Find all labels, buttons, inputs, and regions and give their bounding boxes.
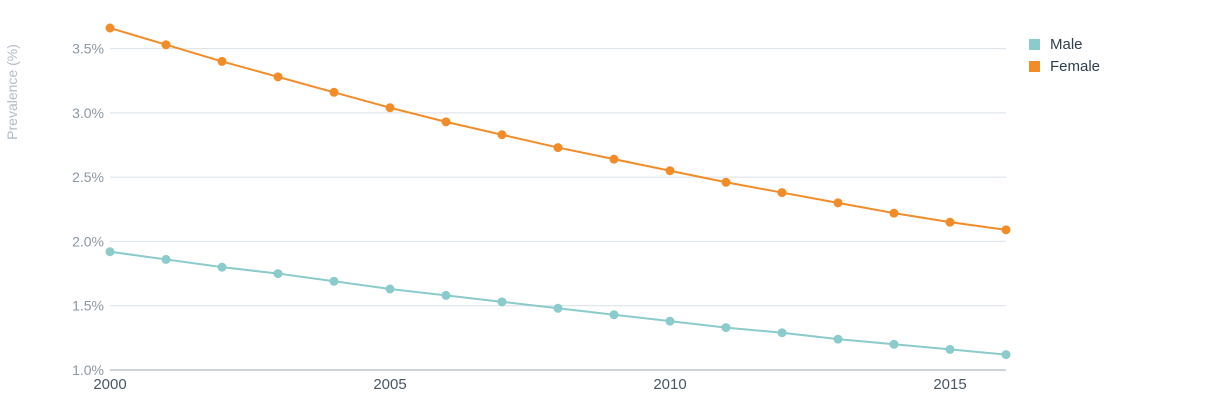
data-point-male[interactable] [385,284,395,294]
y-tick-label: 1.5% [72,298,104,314]
y-tick-label: 1.0% [72,362,104,378]
data-point-male[interactable] [945,344,955,354]
legend-label: Female [1050,57,1101,75]
legend-swatch [1029,38,1040,50]
data-point-male[interactable] [217,262,227,272]
data-point-female[interactable] [889,208,899,218]
data-point-female[interactable] [217,56,227,66]
y-tick-label: 2.5% [72,169,104,185]
x-tick-label: 2015 [933,376,966,393]
data-point-female[interactable] [777,188,787,198]
data-point-male[interactable] [777,328,787,338]
x-tick-label: 2005 [373,376,406,393]
legend-item-male[interactable]: Male [1029,33,1100,55]
data-point-male[interactable] [329,276,339,286]
y-axis-title: Prevalence (%) [4,44,20,140]
data-point-male[interactable] [273,269,283,279]
y-tick-label: 3.0% [72,105,104,121]
data-point-female[interactable] [273,72,283,82]
series-points [105,23,1011,360]
data-point-female[interactable] [161,40,171,50]
data-point-female[interactable] [385,103,395,113]
x-tick-label: 2010 [653,376,686,393]
x-tick-label: 2000 [93,376,126,393]
data-point-male[interactable] [441,290,451,300]
data-point-male[interactable] [721,323,731,333]
data-point-male[interactable] [889,339,899,349]
data-point-female[interactable] [665,166,675,176]
legend: Male Female [1029,33,1100,77]
data-point-male[interactable] [609,310,619,320]
data-point-male[interactable] [161,254,171,264]
data-point-female[interactable] [609,154,619,164]
data-point-female[interactable] [329,87,339,97]
series-line-male [109,250,1007,356]
data-point-female[interactable] [105,23,115,33]
series-line-female [109,27,1007,231]
data-point-female[interactable] [833,198,843,208]
legend-label: Male [1050,35,1083,53]
legend-item-female[interactable]: Female [1029,55,1100,77]
data-point-male[interactable] [665,316,675,326]
x-axis-ticks: 2000 2005 2010 2015 [93,376,966,393]
data-point-male[interactable] [553,303,563,313]
y-tick-label: 3.5% [72,41,104,57]
data-point-male[interactable] [105,247,115,257]
data-point-female[interactable] [497,130,507,140]
data-point-female[interactable] [553,143,563,153]
y-axis-ticks: 1.0% 1.5% 2.0% 2.5% 3.0% 3.5% [72,41,104,378]
data-point-female[interactable] [1001,225,1011,235]
data-point-male[interactable] [1001,350,1011,360]
data-point-male[interactable] [497,297,507,307]
data-point-female[interactable] [721,177,731,187]
data-point-male[interactable] [833,334,843,344]
gridlines [110,48,1006,371]
y-tick-label: 2.0% [72,233,104,249]
data-point-female[interactable] [441,117,451,127]
data-point-female[interactable] [945,217,955,227]
legend-swatch [1029,60,1040,72]
